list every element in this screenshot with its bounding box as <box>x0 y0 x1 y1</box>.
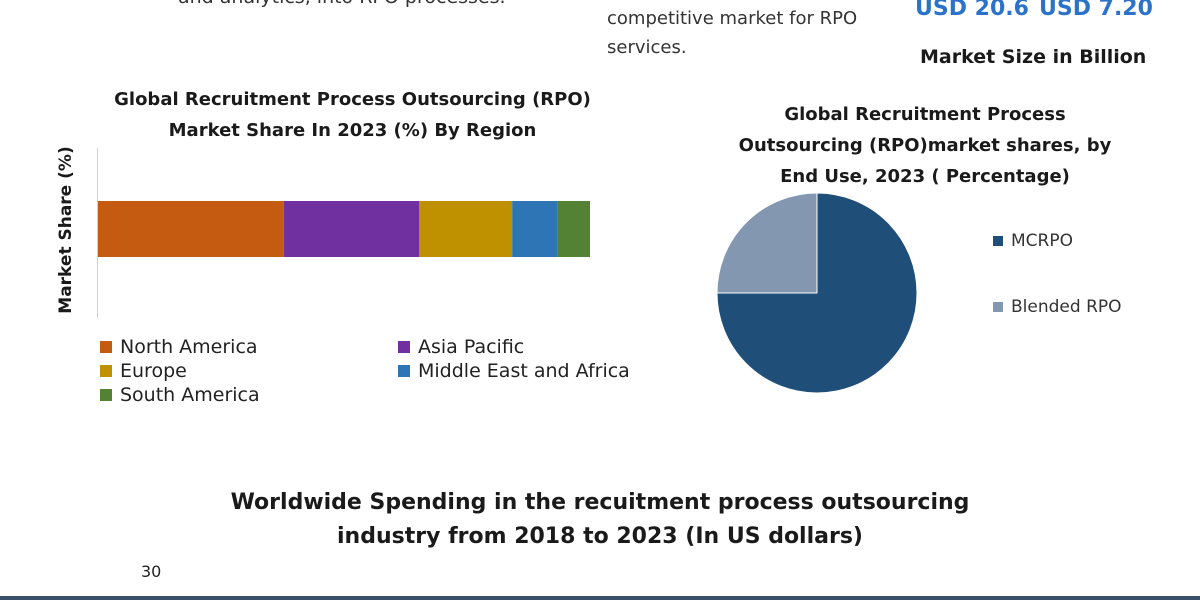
bar-segment-south-america <box>557 201 590 257</box>
legend-label: Blended RPO <box>1011 297 1122 317</box>
legend-item-middle-east-and-africa: Middle East and Africa <box>398 360 630 382</box>
footer-rule <box>0 596 1200 600</box>
pie-chart-title: Global Recruitment Process Outsourcing (… <box>738 104 1112 187</box>
legend-label: Europe <box>120 360 187 382</box>
legend-label: South America <box>120 384 260 406</box>
market-description-text: competitive market for RPO services. <box>607 8 858 58</box>
legend-swatch <box>100 341 112 353</box>
legend-swatch <box>398 365 410 377</box>
spending-chart-title: Worldwide Spending in the recuitment pro… <box>230 490 970 549</box>
legend-label: Middle East and Africa <box>418 360 630 382</box>
bar-segment-north-america <box>98 201 284 257</box>
usd-value-1: USD 20.6 <box>915 0 1029 21</box>
pie-legend-item-blended-rpo: Blended RPO <box>993 297 1122 317</box>
legend-swatch <box>100 389 112 401</box>
legend-swatch <box>993 236 1003 246</box>
bar-segment-middle-east-and-africa <box>512 201 558 257</box>
bar-chart-title: Global Recruitment Process Outsourcing (… <box>114 89 591 141</box>
legend-item-south-america: South America <box>100 384 260 406</box>
market-size-label: Market Size in Billion <box>920 46 1147 68</box>
legend-label: Asia Pacific <box>418 336 525 358</box>
intro-text-fragment: and analytics, into RPO processes. <box>178 0 506 8</box>
pie-slice-blended-rpo <box>716 192 818 294</box>
legend-swatch <box>398 341 410 353</box>
legend-swatch <box>993 302 1003 312</box>
legend-swatch <box>100 365 112 377</box>
legend-label: North America <box>120 336 258 358</box>
legend-item-asia-pacific: Asia Pacific <box>398 336 524 358</box>
pie-legend-item-mcrpo: MCRPO <box>993 231 1073 251</box>
legend-label: MCRPO <box>1011 231 1073 251</box>
legend-item-europe: Europe <box>100 360 187 382</box>
y-axis-tick-label: 30 <box>141 562 162 581</box>
legend-item-north-america: North America <box>100 336 258 358</box>
bar-segment-asia-pacific <box>283 201 420 257</box>
bar-chart-axis <box>97 148 98 318</box>
bar-segment-europe <box>419 201 513 257</box>
usd-value-2: USD 7.20 <box>1039 0 1153 21</box>
